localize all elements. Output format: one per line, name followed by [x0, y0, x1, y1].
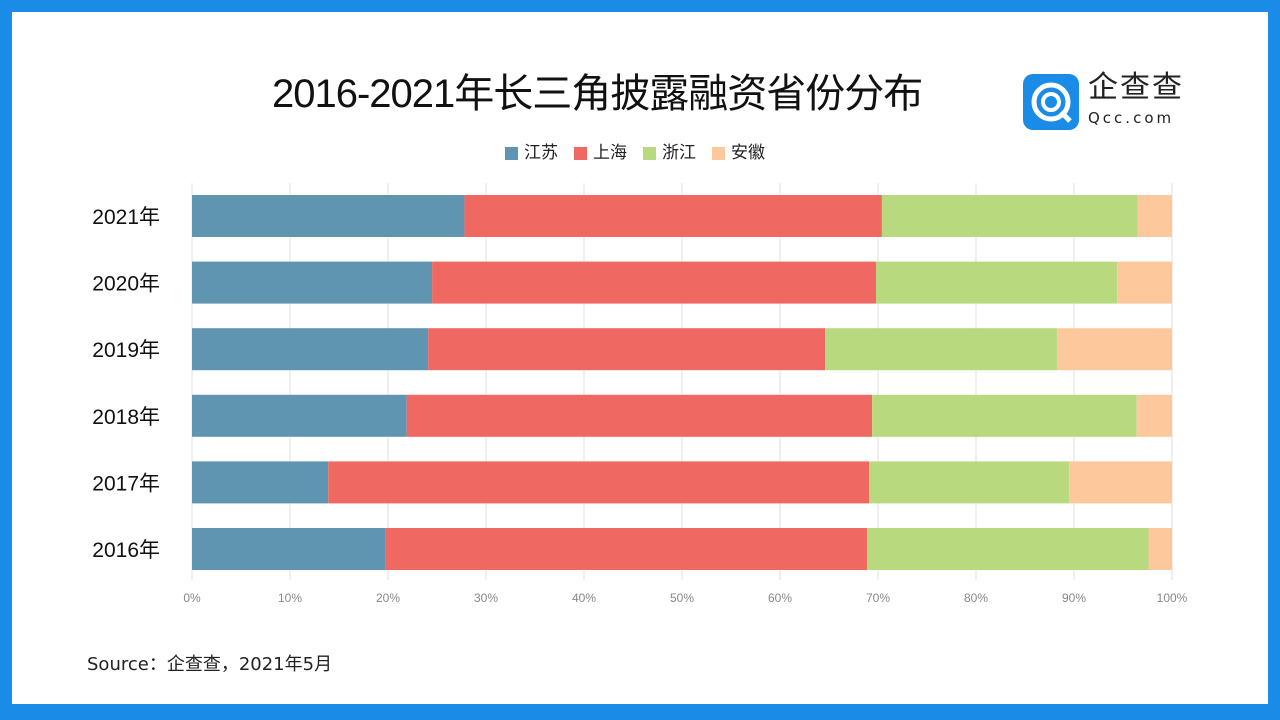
- legend-item: 安徽: [712, 143, 765, 163]
- y-tick-label: 2019年: [92, 339, 160, 362]
- bar-segment: [428, 328, 826, 371]
- bar-segment: [406, 394, 873, 437]
- logo-text-en: Qcc.com: [1088, 109, 1175, 127]
- x-tick-label: 60%: [768, 591, 792, 605]
- bar-segment: [192, 394, 407, 437]
- x-tick-label: 50%: [670, 591, 694, 605]
- legend-label: 安徽: [731, 143, 765, 163]
- legend-swatch: [643, 146, 656, 160]
- bar-segment: [192, 195, 465, 237]
- y-tick-label: 2017年: [92, 472, 160, 495]
- legend-item: 江苏: [505, 143, 558, 163]
- x-tick-label: 20%: [376, 591, 400, 605]
- legend-swatch: [505, 146, 518, 160]
- bar-segment: [1117, 261, 1172, 304]
- legend-swatch: [712, 146, 725, 160]
- legend-label: 上海: [593, 143, 627, 163]
- x-tick-label: 10%: [278, 591, 302, 605]
- bar-segment: [1148, 528, 1172, 570]
- bar-segment: [385, 528, 868, 570]
- bar-segment: [876, 261, 1118, 304]
- x-tick-label: 0%: [183, 591, 201, 605]
- x-tick-label: 30%: [474, 591, 498, 605]
- qcc-logo-icon: [1023, 74, 1079, 130]
- bar-segment: [1057, 328, 1172, 371]
- bar-segment: [328, 461, 870, 504]
- bar-segment: [867, 528, 1149, 570]
- bar-segment: [825, 328, 1058, 371]
- source-note: Source：企查查，2021年5月: [87, 654, 333, 675]
- legend-label: 江苏: [524, 143, 558, 163]
- bar-segment: [192, 528, 386, 570]
- y-tick-label: 2021年: [92, 206, 160, 229]
- bar-segment: [1137, 195, 1172, 237]
- x-tick-label: 80%: [964, 591, 988, 605]
- bar-segment: [192, 261, 433, 304]
- x-tick-label: 40%: [572, 591, 596, 605]
- legend-item: 浙江: [643, 143, 696, 163]
- y-tick-label: 2018年: [92, 406, 160, 429]
- legend-swatch: [574, 146, 587, 160]
- bar-segment: [872, 394, 1137, 437]
- x-tick-label: 70%: [866, 591, 890, 605]
- bar-segment: [1069, 461, 1172, 504]
- legend-item: 上海: [574, 143, 627, 163]
- y-tick-label: 2020年: [92, 273, 160, 296]
- legend: 江苏 上海 浙江 安徽: [505, 143, 765, 163]
- bar-segment: [1136, 394, 1172, 437]
- bar-segment: [464, 195, 882, 237]
- bar-segment: [432, 261, 877, 304]
- logo-text-cn: 企查查: [1088, 70, 1184, 105]
- x-tick-label: 100%: [1157, 591, 1188, 605]
- bar-segment: [869, 461, 1070, 504]
- bar-segment: [881, 195, 1138, 237]
- legend-label: 浙江: [662, 143, 696, 163]
- x-tick-label: 90%: [1062, 591, 1086, 605]
- bar-segment: [192, 461, 329, 504]
- bar-segment: [192, 328, 429, 371]
- y-tick-label: 2016年: [92, 539, 160, 562]
- chart-title: 2016-2021年长三角披露融资省份分布: [272, 72, 923, 116]
